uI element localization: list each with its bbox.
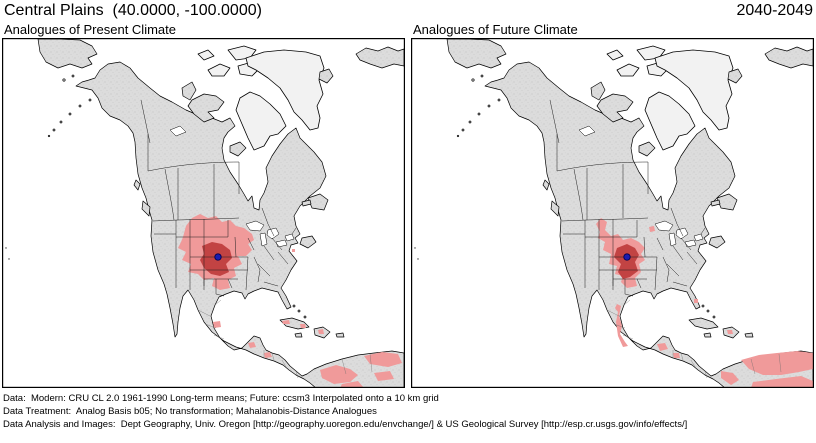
map-future [411,38,814,388]
page-title: Central Plains (40.0000, -100.0000) [4,2,262,19]
target-location-marker [214,253,222,261]
map-present [2,38,405,388]
footer-note-line-2: Data Treatment: Analog Basis b05; No tra… [3,406,377,417]
footer-note-line-3: Data Analysis and Images: Dept Geography… [3,419,688,430]
target-location-marker [623,253,631,261]
map-label-present: Analogues of Present Climate [4,22,176,37]
footer-notes: Data: Modern: CRU CL 2.0 1961-1990 Long-… [3,392,687,431]
map-label-future: Analogues of Future Climate [413,22,578,37]
period-label: 2040-2049 [736,2,813,19]
footer-note-line-1: Data: Modern: CRU CL 2.0 1961-1990 Long-… [3,393,439,404]
